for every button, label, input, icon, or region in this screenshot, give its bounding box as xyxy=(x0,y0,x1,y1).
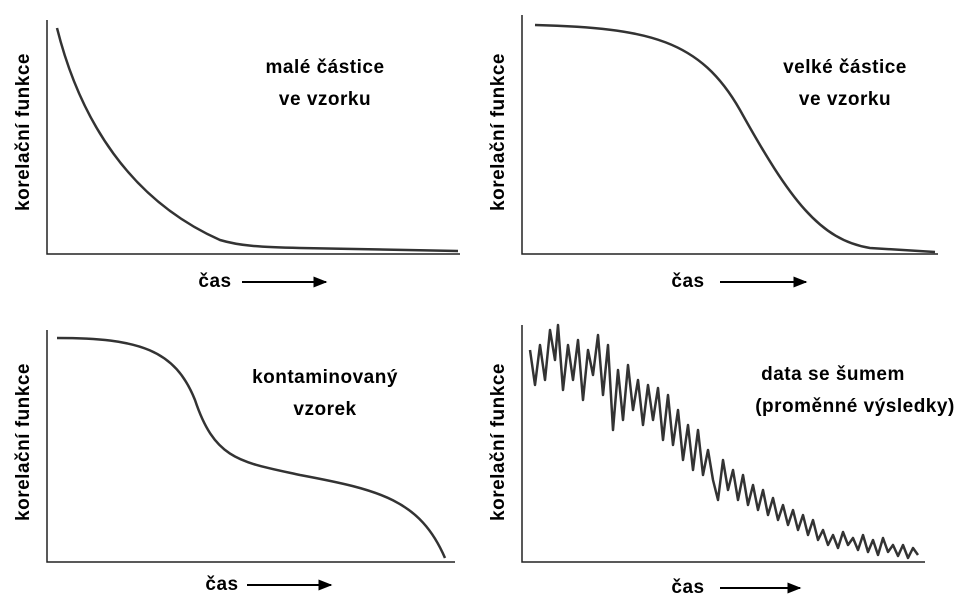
curve xyxy=(534,23,936,254)
curve xyxy=(528,323,920,560)
annotation: vzorek xyxy=(293,399,356,420)
y-label: korelační funkce xyxy=(488,53,509,211)
panel: korelační funkce čas velké částice ve vz… xyxy=(488,15,938,292)
axes xyxy=(521,325,925,563)
x-label: čas xyxy=(671,577,704,598)
axes xyxy=(46,330,455,563)
x-label: čas xyxy=(671,271,704,292)
annotation: ve vzorku xyxy=(279,89,371,110)
annotation: ve vzorku xyxy=(799,89,891,110)
annotation: (proměnné výsledky) xyxy=(755,396,955,417)
curve xyxy=(55,27,459,253)
x-label: čas xyxy=(205,574,238,595)
panel: korelační funkce čas kontaminovaný vzore… xyxy=(13,330,455,595)
annotation: kontaminovaný xyxy=(252,367,398,388)
axes xyxy=(521,15,938,255)
panel: korelační funkce čas malé částice ve vzo… xyxy=(13,20,460,292)
axes xyxy=(46,20,460,255)
x-label: čas xyxy=(198,271,231,292)
panel: korelační funkce čas data se šumem (prom… xyxy=(488,323,955,598)
y-label: korelační funkce xyxy=(13,363,34,521)
annotation: malé částice xyxy=(265,57,384,78)
annotation: velké částice xyxy=(783,57,907,78)
curve xyxy=(56,336,447,559)
annotation: data se šumem xyxy=(761,364,905,385)
y-label: korelační funkce xyxy=(488,363,509,521)
y-label: korelační funkce xyxy=(13,53,34,211)
